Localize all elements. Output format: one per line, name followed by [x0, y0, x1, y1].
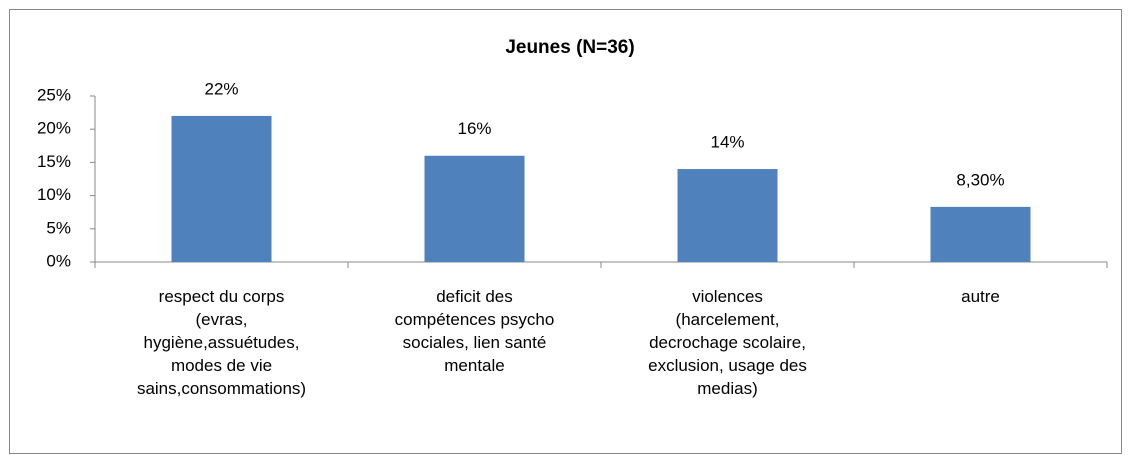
x-tick-label: violences (harcelement, decrochage scola…	[648, 287, 807, 398]
x-tick-label: autre	[961, 287, 1000, 306]
data-label: 22%	[204, 79, 238, 98]
chart-title: Jeunes (N=36)	[505, 37, 634, 58]
bar	[677, 169, 778, 262]
data-label: 8,30%	[956, 170, 1004, 189]
y-tick-label: 25%	[37, 85, 71, 104]
bar	[171, 115, 272, 262]
y-tick-label: 15%	[37, 152, 71, 171]
bar	[424, 155, 525, 262]
data-label: 16%	[457, 119, 491, 138]
y-tick-label: 5%	[46, 218, 71, 237]
y-tick-label: 10%	[37, 185, 71, 204]
x-tick-label: deficit des compétences psycho sociales,…	[394, 287, 555, 375]
x-tick-label: respect du corps (evras, hygiène,assuétu…	[136, 287, 307, 398]
bar	[930, 206, 1031, 262]
y-tick-label: 0%	[46, 251, 71, 270]
y-tick-label: 20%	[37, 119, 71, 138]
data-label: 14%	[710, 133, 744, 152]
